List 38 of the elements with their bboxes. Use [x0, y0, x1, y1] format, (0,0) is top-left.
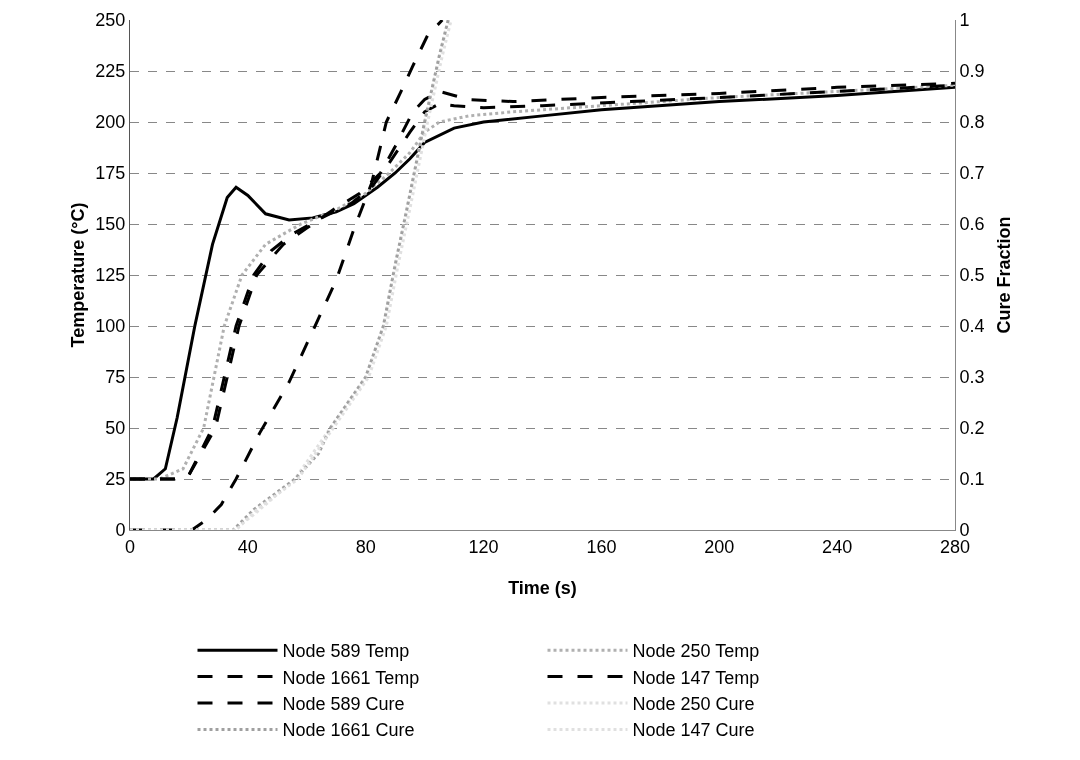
y-tick-label: 100 [95, 316, 126, 337]
y-tick-label: 25 [105, 469, 126, 490]
legend-label: Node 250 Cure [632, 694, 755, 715]
y-tick-label: 150 [95, 214, 126, 235]
x-tick-label: 240 [822, 536, 853, 557]
legend-label: Node 1661 Temp [282, 667, 420, 688]
x-tick-label: 200 [704, 536, 735, 557]
y2-tick-label: 0.3 [959, 367, 985, 388]
x-tick-label: 160 [586, 536, 617, 557]
legend-label: Node 589 Temp [282, 641, 410, 662]
y2-tick-label: 0.4 [959, 316, 985, 337]
legend-label: Node 147 Cure [632, 720, 755, 741]
y2-tick-label: 0.7 [959, 163, 985, 184]
legend-label: Node 589 Cure [282, 694, 405, 715]
legend-label: Node 147 Temp [632, 667, 760, 688]
legend-label: Node 1661 Cure [282, 720, 415, 741]
y-tick-label: 175 [95, 163, 126, 184]
y2-tick-label: 0.1 [959, 469, 985, 490]
y-tick-label: 50 [105, 418, 126, 439]
y-tick-label: 250 [95, 10, 126, 31]
y2-tick-label: 0.5 [959, 265, 985, 286]
y2-tick-label: 0.9 [959, 61, 985, 82]
x-axis-title: Time (s) [508, 578, 577, 598]
y2-tick-label: 0.6 [959, 214, 985, 235]
y-tick-label: 225 [95, 61, 126, 82]
y2-tick-label: 1 [959, 10, 970, 31]
y2-tick-label: 0.2 [959, 418, 985, 439]
y2-axis-title: Cure Fraction [994, 216, 1014, 334]
x-tick-label: 40 [237, 536, 258, 557]
legend-label: Node 250 Temp [632, 641, 760, 662]
y-tick-label: 200 [95, 112, 126, 133]
y-tick-label: 75 [105, 367, 126, 388]
y-axis-title: Temperature (°C) [68, 202, 88, 348]
y2-tick-label: 0.8 [959, 112, 985, 133]
y-tick-label: 125 [95, 265, 126, 286]
y-tick-label: 0 [115, 520, 126, 541]
x-tick-label: 120 [468, 536, 499, 557]
x-tick-label: 80 [355, 536, 376, 557]
